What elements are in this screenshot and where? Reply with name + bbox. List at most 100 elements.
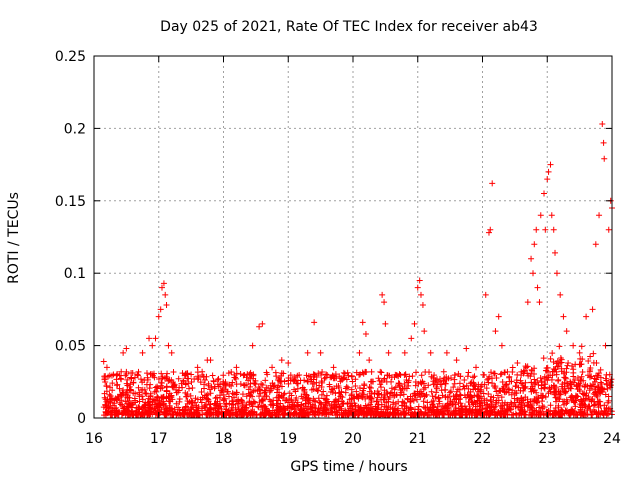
data-point xyxy=(599,121,606,128)
data-point xyxy=(248,410,255,417)
data-point xyxy=(127,411,134,418)
data-point xyxy=(419,302,426,309)
data-point xyxy=(486,404,493,411)
data-point xyxy=(483,408,490,415)
data-point xyxy=(390,399,397,406)
data-point xyxy=(181,411,188,418)
data-point xyxy=(588,397,595,404)
data-point xyxy=(107,384,114,391)
data-point xyxy=(559,412,566,419)
data-point xyxy=(413,369,420,376)
data-point xyxy=(193,407,200,414)
data-point xyxy=(351,394,358,401)
data-point xyxy=(350,395,357,402)
data-point xyxy=(294,385,301,392)
data-point xyxy=(139,396,146,403)
data-point xyxy=(392,384,399,391)
data-point xyxy=(165,342,172,349)
data-point xyxy=(280,405,287,412)
data-point xyxy=(446,389,453,396)
data-point xyxy=(437,376,444,383)
data-point xyxy=(463,382,470,389)
data-point xyxy=(378,384,385,391)
data-point xyxy=(321,375,328,382)
data-point xyxy=(113,404,120,411)
data-point xyxy=(398,389,405,396)
data-point xyxy=(317,349,324,356)
data-point xyxy=(235,396,242,403)
data-point xyxy=(411,320,418,327)
data-point xyxy=(507,399,514,406)
data-point xyxy=(233,370,240,377)
data-point xyxy=(315,405,322,412)
data-point xyxy=(246,409,253,416)
data-point xyxy=(388,389,395,396)
data-point xyxy=(493,388,500,395)
data-point xyxy=(357,408,364,415)
data-point xyxy=(147,371,154,378)
data-point xyxy=(344,400,351,407)
data-point xyxy=(469,399,476,406)
data-point xyxy=(433,389,440,396)
data-point xyxy=(445,411,452,418)
data-point xyxy=(362,331,369,338)
data-point xyxy=(102,402,109,409)
data-point xyxy=(508,378,515,385)
data-point xyxy=(278,372,285,379)
data-point xyxy=(541,373,548,380)
data-point xyxy=(464,391,471,398)
data-point xyxy=(197,379,204,386)
data-point xyxy=(414,284,421,291)
data-point xyxy=(168,411,175,418)
data-point xyxy=(366,357,373,364)
data-point xyxy=(541,381,548,388)
data-point xyxy=(547,355,554,362)
data-point xyxy=(579,368,586,375)
data-point xyxy=(215,375,222,382)
data-point xyxy=(602,391,609,398)
data-point xyxy=(596,212,603,219)
data-point xyxy=(320,407,327,414)
data-point xyxy=(467,380,474,387)
data-point xyxy=(298,402,305,409)
data-point xyxy=(521,367,528,374)
data-point xyxy=(550,368,557,375)
background-point-cloud xyxy=(100,343,615,419)
data-point xyxy=(447,388,454,395)
data-point xyxy=(484,407,491,414)
data-point xyxy=(243,381,250,388)
data-point xyxy=(540,392,547,399)
data-point xyxy=(132,399,139,406)
data-point xyxy=(331,404,338,411)
data-point xyxy=(162,291,169,298)
data-point xyxy=(557,391,564,398)
data-point xyxy=(594,411,601,418)
x-axis-label: GPS time / hours xyxy=(290,459,407,475)
data-point xyxy=(428,373,435,380)
data-point xyxy=(550,411,557,418)
data-point xyxy=(422,409,429,416)
data-point xyxy=(363,404,370,411)
y-tick-label: 0.25 xyxy=(55,49,86,65)
data-point xyxy=(564,380,571,387)
data-point xyxy=(480,412,487,419)
data-point xyxy=(201,403,208,410)
data-point xyxy=(356,349,363,356)
data-point xyxy=(500,410,507,417)
y-axis-label: ROTI / TECUs xyxy=(6,192,22,284)
data-point xyxy=(339,400,346,407)
data-point xyxy=(311,319,318,326)
data-point xyxy=(315,387,322,394)
data-point xyxy=(184,398,191,405)
x-tick-label: 24 xyxy=(603,431,621,447)
data-point xyxy=(176,395,183,402)
data-point xyxy=(188,371,195,378)
data-point xyxy=(556,343,563,350)
data-point xyxy=(605,226,612,233)
data-point xyxy=(503,380,510,387)
x-ticks: 16 17 18 19 20 21 22 23 24 xyxy=(85,56,621,447)
data-point xyxy=(309,409,316,416)
data-point xyxy=(259,382,266,389)
data-point xyxy=(459,407,466,414)
data-point xyxy=(213,394,220,401)
